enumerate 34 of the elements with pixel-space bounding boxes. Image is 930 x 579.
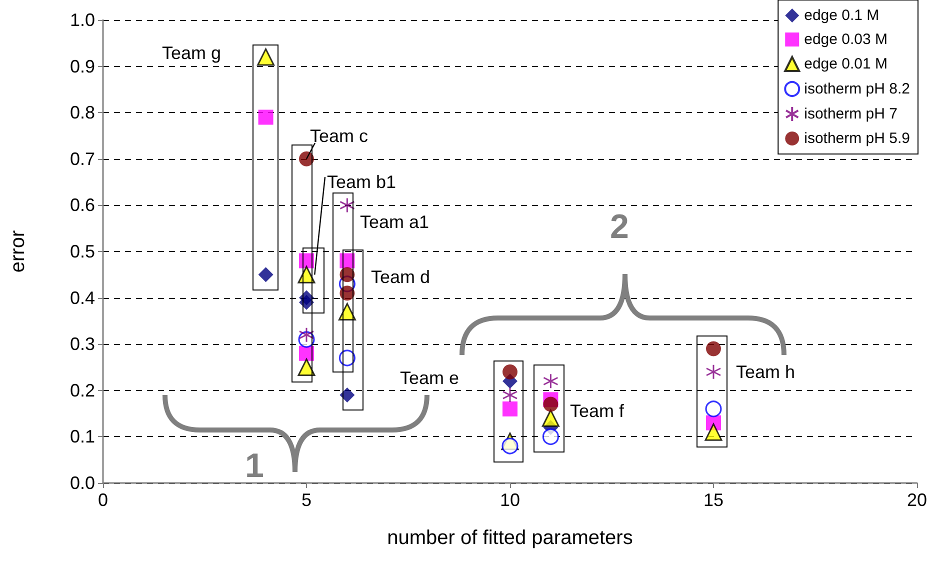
y-tick-label: 0.8 [70, 102, 95, 123]
y-tick-label: 0.3 [70, 334, 95, 354]
annotation: Team e [400, 368, 460, 388]
legend-label: edge 0.01 M [804, 56, 888, 72]
y-tick-label: 1.0 [70, 10, 95, 30]
y-tick-label: 0.0 [70, 473, 95, 493]
legend-label: edge 0.03 M [804, 31, 888, 48]
x-tick-label: 20 [906, 490, 928, 510]
legend-label: isotherm pH 8.2 [804, 80, 910, 98]
annotation: Team a1 [360, 212, 430, 232]
annotation: 2 [610, 208, 629, 246]
annotation: Team c [310, 126, 368, 146]
annotation: Team h [736, 362, 796, 382]
y-tick-label: 0.5 [70, 242, 95, 262]
legend-label: isotherm pH 5.9 [804, 130, 910, 147]
legend-label: isotherm pH 7 [804, 106, 898, 122]
y-tick-label: 0.6 [70, 195, 95, 216]
annotation: Team f [570, 401, 626, 421]
y-tick-label: 0.2 [70, 380, 95, 400]
y-tick-label: 0.9 [70, 56, 95, 76]
y-tick-label: 0.4 [70, 288, 95, 308]
annotation: Team g [162, 43, 222, 63]
annotation: 1 [245, 447, 264, 485]
x-tick-label: 15 [703, 490, 724, 510]
x-tick-label: 5 [301, 490, 312, 510]
x-tick-label: 10 [500, 490, 520, 510]
y-tick-label: 0.1 [70, 426, 95, 447]
x-axis-title: number of fitted parameters [387, 527, 633, 549]
y-axis-title: error [7, 230, 29, 273]
annotation: Team b1 [327, 172, 396, 192]
y-tick-label: 0.7 [70, 148, 95, 169]
legend-label: edge 0.1 M [804, 7, 880, 24]
annotation: Team d [371, 267, 430, 287]
x-tick-label: 0 [98, 490, 108, 510]
